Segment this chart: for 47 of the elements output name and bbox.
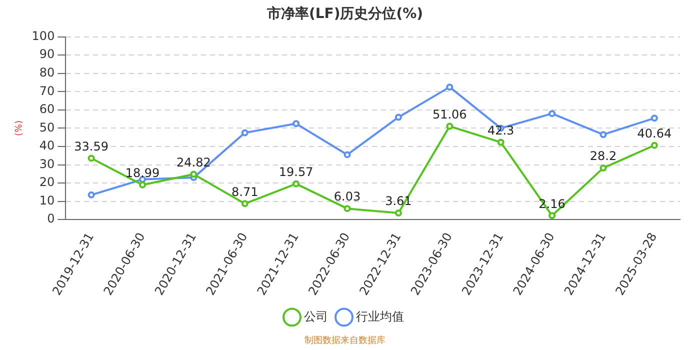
point: [600, 131, 607, 138]
y-axis-title: (%): [14, 120, 25, 136]
point: [650, 114, 658, 122]
point: [394, 210, 402, 217]
point: [241, 129, 248, 136]
point: [497, 138, 504, 146]
data-label: 18.99: [125, 166, 160, 180]
y-tick-label: 60: [39, 102, 55, 116]
y-tick-label: 20: [39, 175, 55, 190]
point: [446, 122, 454, 130]
point: [548, 212, 556, 220]
point: [344, 205, 351, 212]
point: [292, 120, 300, 128]
point: [292, 180, 300, 188]
data-label: 42.3: [487, 123, 514, 138]
point: [600, 164, 607, 172]
data-label: 40.64: [637, 126, 672, 140]
point: [394, 114, 402, 121]
point: [650, 142, 658, 149]
point: [88, 191, 95, 198]
point: [241, 200, 248, 208]
data-label: 28.2: [590, 149, 617, 164]
y-tick-label: 100: [32, 28, 55, 43]
data-label: 51.06: [432, 107, 467, 122]
y-tick-label: 90: [39, 47, 55, 62]
data-label: 19.57: [278, 164, 314, 179]
y-tick-label: 40: [39, 138, 55, 153]
data-label: 6.03: [334, 190, 361, 204]
chart-title: 市净率(LF)历史分位(%): [266, 5, 424, 22]
point: [138, 181, 146, 188]
point: [548, 110, 556, 118]
data-label: 8.71: [232, 184, 258, 199]
y-tick-label: 70: [39, 84, 55, 98]
text: 制图数据来自数据库: [304, 334, 386, 346]
point: [190, 170, 198, 178]
legend-label: 行业均值: [356, 309, 404, 324]
point: [88, 154, 95, 162]
y-tick-label: 80: [39, 65, 55, 80]
point: [446, 84, 454, 91]
point: [344, 151, 351, 158]
y-tick-label: 30: [39, 156, 55, 171]
data-label: 24.82: [176, 155, 211, 170]
y-tick-label: 50: [39, 120, 55, 134]
y-tick-label: 10: [39, 193, 55, 208]
legend-label: 公司: [304, 309, 328, 324]
data-label: 33.59: [74, 139, 108, 154]
y-tick-label: 0: [47, 212, 55, 226]
